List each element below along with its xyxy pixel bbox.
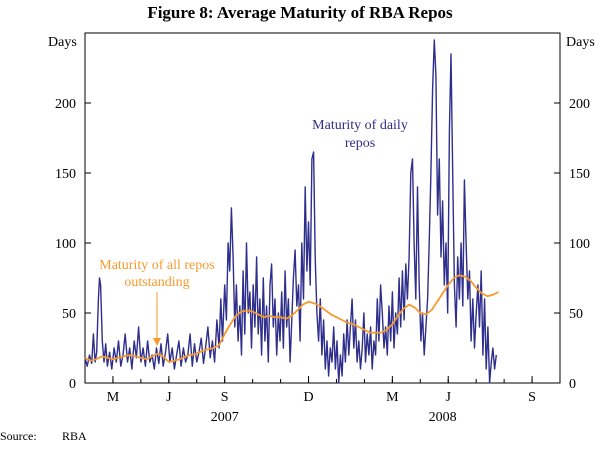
x-tick-label-5: J [446, 390, 452, 405]
x-tick-label-1: J [166, 390, 172, 405]
x-axis-ticks: M J S D M J S 2007 2008 [107, 376, 536, 425]
year-label-2008: 2008 [429, 410, 457, 425]
daily-repos-label-line2: repos [345, 136, 375, 151]
y-tick-label-right-50: 50 [569, 307, 583, 322]
y-axis-ticks: 0 0 50 50 100 100 150 150 200 200 [55, 97, 590, 392]
outstanding-repos-label-line1: Maturity of all repos [99, 258, 214, 273]
y-tick-label-left-100: 100 [55, 237, 76, 252]
daily-repos-label-line1: Maturity of daily [312, 118, 408, 133]
x-tick-label-3: D [303, 390, 313, 405]
y-tick-label-right-200: 200 [569, 97, 590, 112]
x-tick-label-4: M [386, 390, 399, 405]
y-tick-label-left-50: 50 [62, 307, 76, 322]
x-tick-label-2: S [221, 390, 229, 405]
y-tick-label-right-150: 150 [569, 167, 590, 182]
daily-repos-annotation: Maturity of daily repos [312, 118, 408, 151]
y-tick-label-left-150: 150 [55, 167, 76, 182]
x-tick-label-6: S [528, 390, 536, 405]
outstanding-repos-arrowhead [153, 338, 161, 346]
plot-frame [84, 32, 561, 384]
outstanding-repos-label-line2: outstanding [124, 275, 189, 290]
outstanding-repos-series-line [84, 274, 499, 363]
right-axis-unit: Days [566, 35, 595, 50]
x-tick-label-0: M [107, 390, 120, 405]
series-layer [84, 39, 499, 384]
outstanding-repos-annotation: Maturity of all repos outstanding [99, 258, 215, 346]
y-tick-label-left-200: 200 [55, 97, 76, 112]
source-label: Source: [0, 429, 37, 443]
y-tick-label-right-0: 0 [569, 377, 576, 392]
source-value: RBA [62, 429, 87, 443]
year-label-2007: 2007 [211, 410, 239, 425]
chart-title: Figure 8: Average Maturity of RBA Repos [147, 3, 453, 22]
y-tick-label-right-100: 100 [569, 237, 590, 252]
y-tick-label-left-0: 0 [69, 377, 76, 392]
left-axis-unit: Days [48, 35, 77, 50]
daily-repos-series-line [84, 39, 497, 384]
